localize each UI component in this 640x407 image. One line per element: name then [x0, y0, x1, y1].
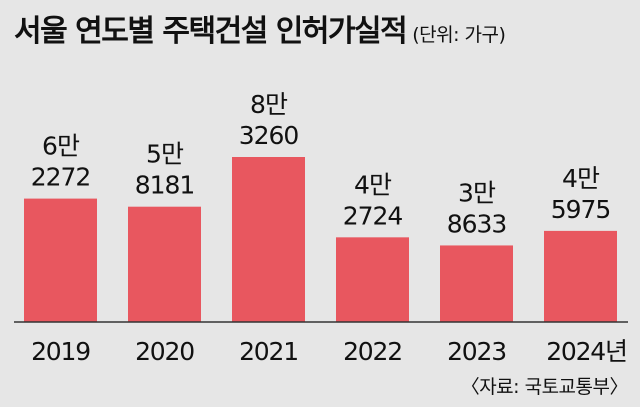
data-label-man: 3만	[458, 178, 496, 207]
data-label-rest: 8181	[135, 171, 195, 200]
data-label-man: 8만	[250, 90, 288, 119]
data-label-rest: 3260	[239, 121, 299, 150]
data-label-rest: 5975	[551, 195, 611, 224]
bar	[440, 245, 513, 322]
bar	[336, 237, 409, 322]
data-label-rest: 2724	[343, 201, 403, 230]
x-tick-label: 2019	[31, 337, 90, 366]
data-label-man: 5만	[146, 140, 184, 169]
unit-note: (단위: 가구)	[412, 24, 506, 46]
x-tick-label: 2021	[239, 337, 298, 366]
data-label-man: 4만	[354, 170, 392, 199]
title-row: 서울 연도별 주택건설 인허가실적 (단위: 가구)	[14, 6, 506, 50]
data-label-man: 6만	[42, 132, 80, 161]
source-note: 〈자료: 국토교통부〉	[460, 376, 629, 398]
data-label-rest: 2272	[31, 163, 91, 192]
x-tick-label: 2022	[343, 337, 402, 366]
x-tick-label: 2023	[447, 337, 506, 366]
x-tick-label: 2024년	[546, 337, 627, 366]
bar	[232, 157, 305, 322]
chart-title: 서울 연도별 주택건설 인허가실적	[14, 14, 408, 49]
bar	[128, 206, 201, 322]
x-tick-label: 2020	[135, 337, 194, 366]
data-label-rest: 8633	[447, 209, 507, 238]
bar	[24, 198, 97, 322]
data-label-man: 4만	[562, 164, 600, 193]
bar	[544, 230, 617, 322]
